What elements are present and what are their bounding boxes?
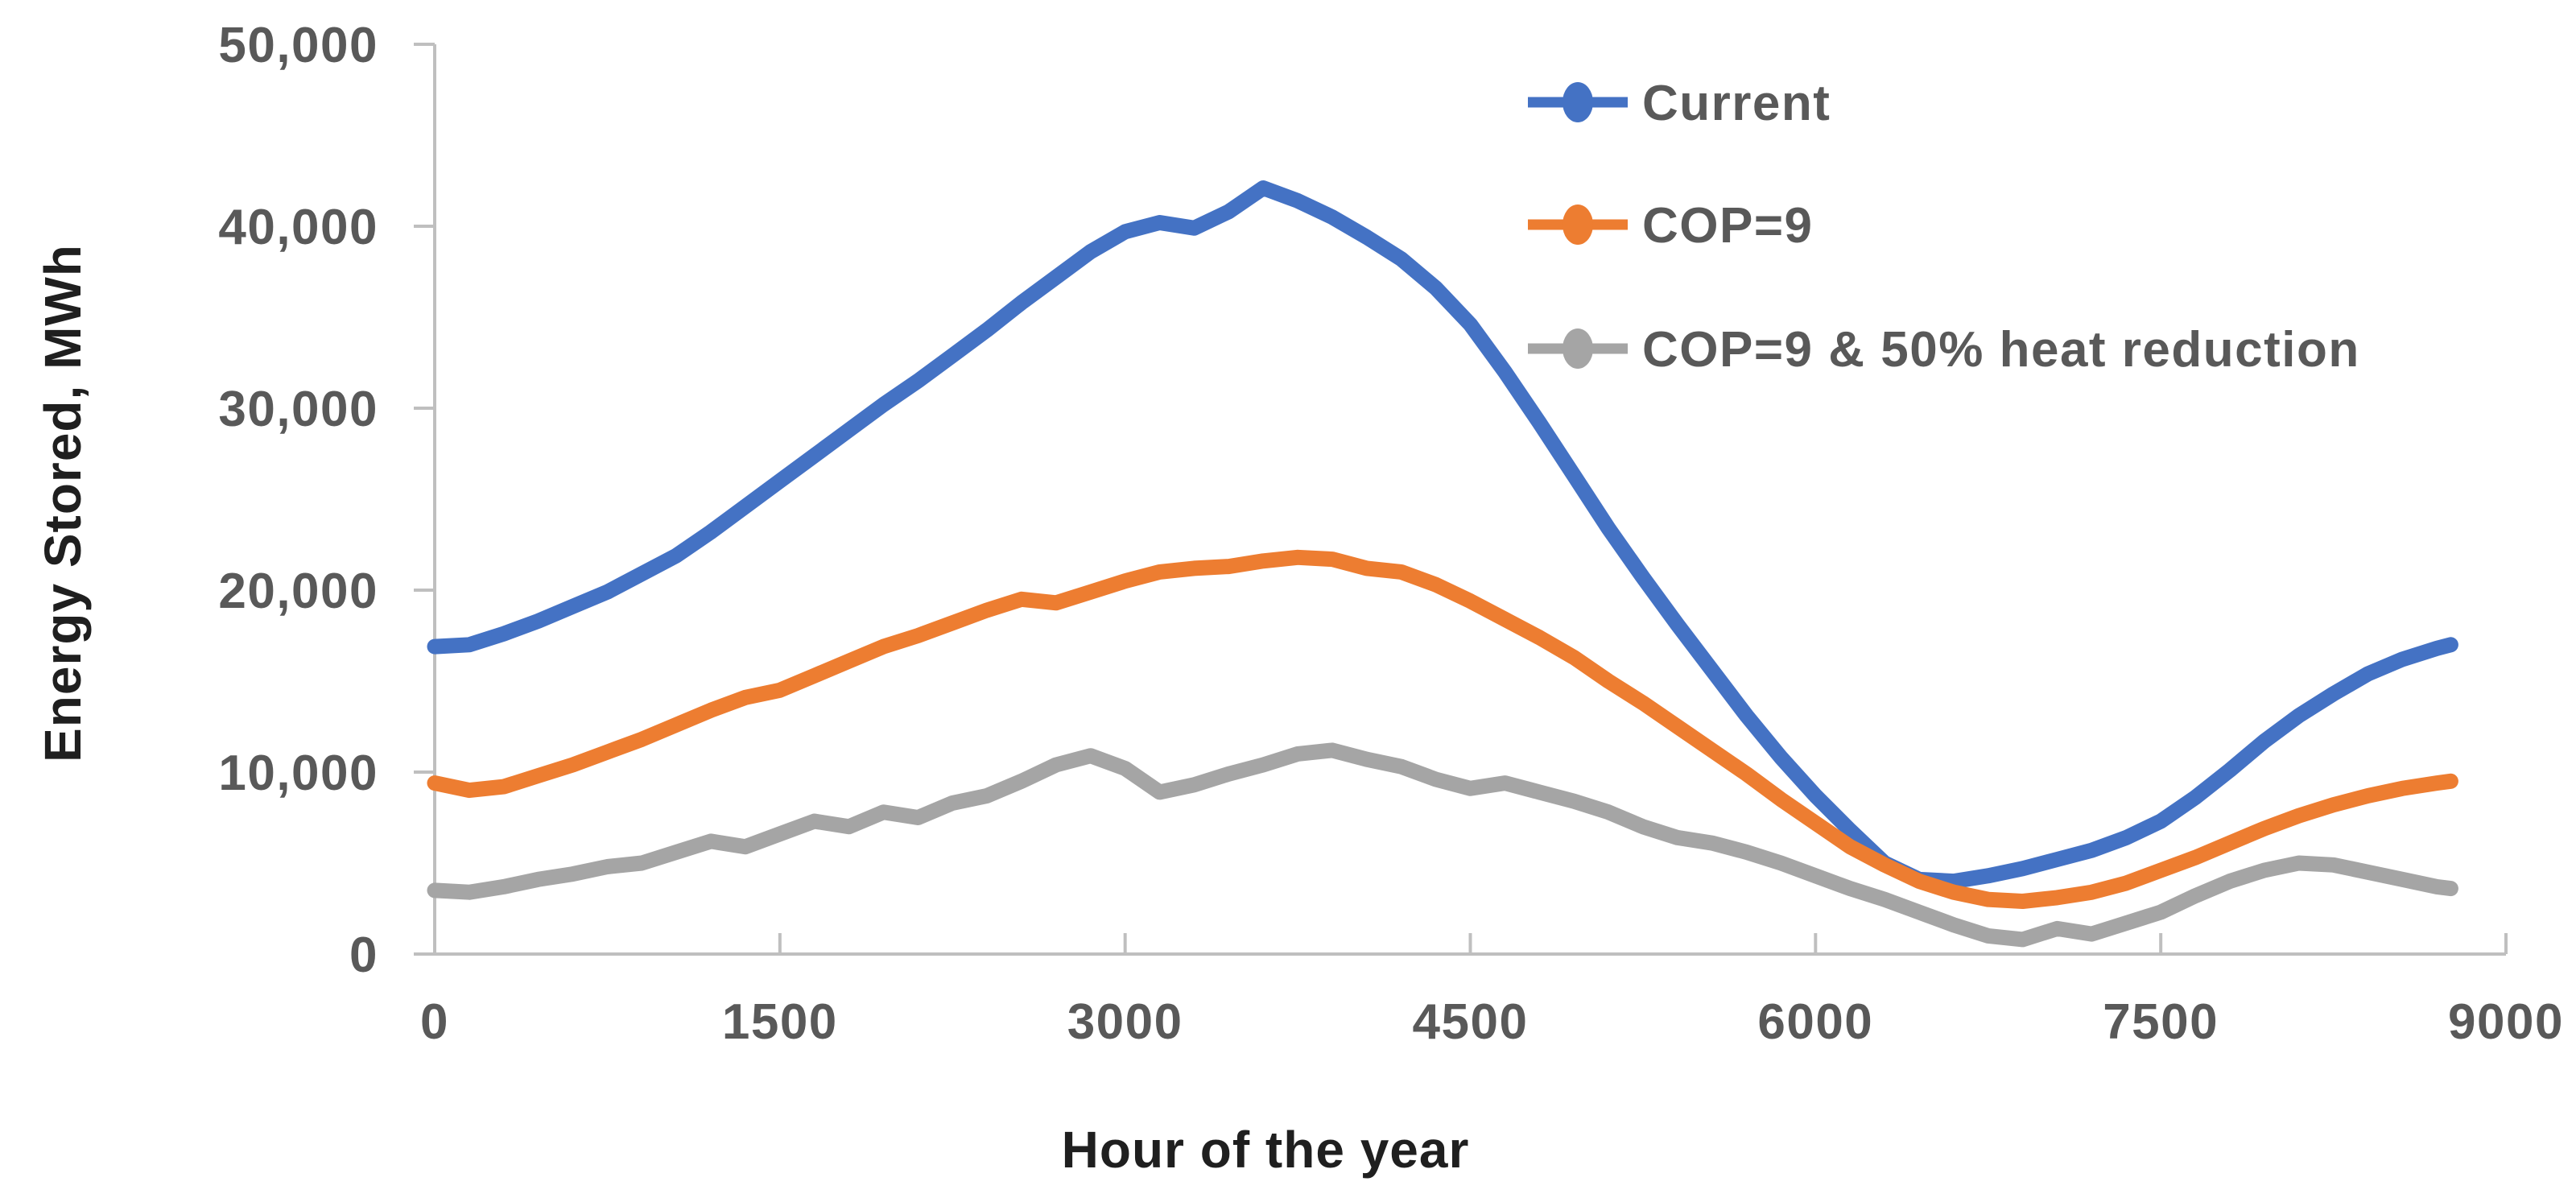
x-tick-label: 3000 <box>1067 994 1183 1050</box>
series-line-current <box>427 180 2458 890</box>
x-tick-label: 9000 <box>2448 994 2564 1050</box>
x-tick-label: 6000 <box>1757 994 1873 1050</box>
legend-marker-dot <box>1563 328 1593 369</box>
y-tick-label: 50,000 <box>218 18 378 73</box>
series-line-cop-9-50-heat-reduction <box>427 742 2458 948</box>
x-tick-label: 4500 <box>1413 994 1529 1050</box>
legend-marker-dot <box>1563 82 1593 122</box>
y-tick-label: 40,000 <box>218 200 378 255</box>
legend-label: Current <box>1642 76 1831 131</box>
y-tick-label: 20,000 <box>218 564 378 619</box>
legend-label: COP=9 & 50% heat reduction <box>1642 322 2360 378</box>
y-tick-label: 30,000 <box>218 382 378 437</box>
y-tick-label: 10,000 <box>218 746 378 801</box>
x-tick-label: 1500 <box>722 994 838 1050</box>
legend-marker-dot <box>1563 204 1593 245</box>
x-axis-title: Hour of the year <box>1061 1121 1470 1179</box>
y-tick-label: 0 <box>349 927 378 983</box>
x-tick-label: 7500 <box>2103 994 2219 1050</box>
series-line-cop-9 <box>427 549 2458 909</box>
y-axis-title: Energy Stored, MWh <box>34 244 92 762</box>
x-tick-label: 0 <box>420 994 449 1050</box>
legend-label: COP=9 <box>1642 198 1814 254</box>
